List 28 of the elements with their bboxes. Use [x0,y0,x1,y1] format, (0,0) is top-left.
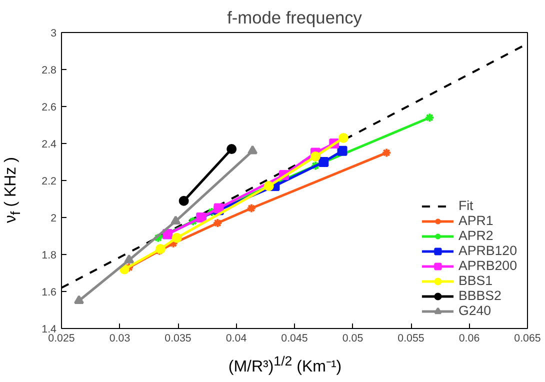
x-tick-label: 0.055 [398,332,424,344]
chart-title: f-mode frequency [227,8,362,28]
x-tick-label: 0.03 [109,332,130,344]
legend-label: G240 [458,303,492,318]
y-tick-label: 1.8 [42,250,57,262]
legend-label: BBS1 [458,273,493,288]
y-tick-label: 3 [50,28,57,40]
x-tick-label: 0.035 [164,332,192,344]
y-tick-label: 2.2 [42,176,57,188]
legend-label: BBBS2 [458,288,502,303]
x-tick-label: 0.05 [342,332,364,344]
y-tick-label: 2.6 [42,102,57,114]
legend-label: APR1 [458,213,494,228]
x-axis-title: (M/R³)$^{1/2}$ (Km⁻¹) [228,353,342,376]
y-tick-label: 1.4 [42,324,57,336]
x-tick-label: 0.06 [458,332,480,344]
legend-label: APR2 [458,228,494,243]
x-tick-label: 0.065 [514,332,541,344]
y-tick-label: 2.4 [42,138,57,150]
x-tick-label: 0.045 [281,332,308,344]
legend-label: APRB120 [458,243,517,258]
legend-label: Fit [458,198,474,213]
x-tick-label: 0.04 [226,332,247,344]
y-tick-label: 1.6 [42,286,57,298]
y-tick-label: 2.8 [42,64,57,76]
legend-label: APRB200 [458,258,517,273]
y-tick-label: 2 [50,212,57,224]
x-tick-label: 0.025 [48,332,75,344]
